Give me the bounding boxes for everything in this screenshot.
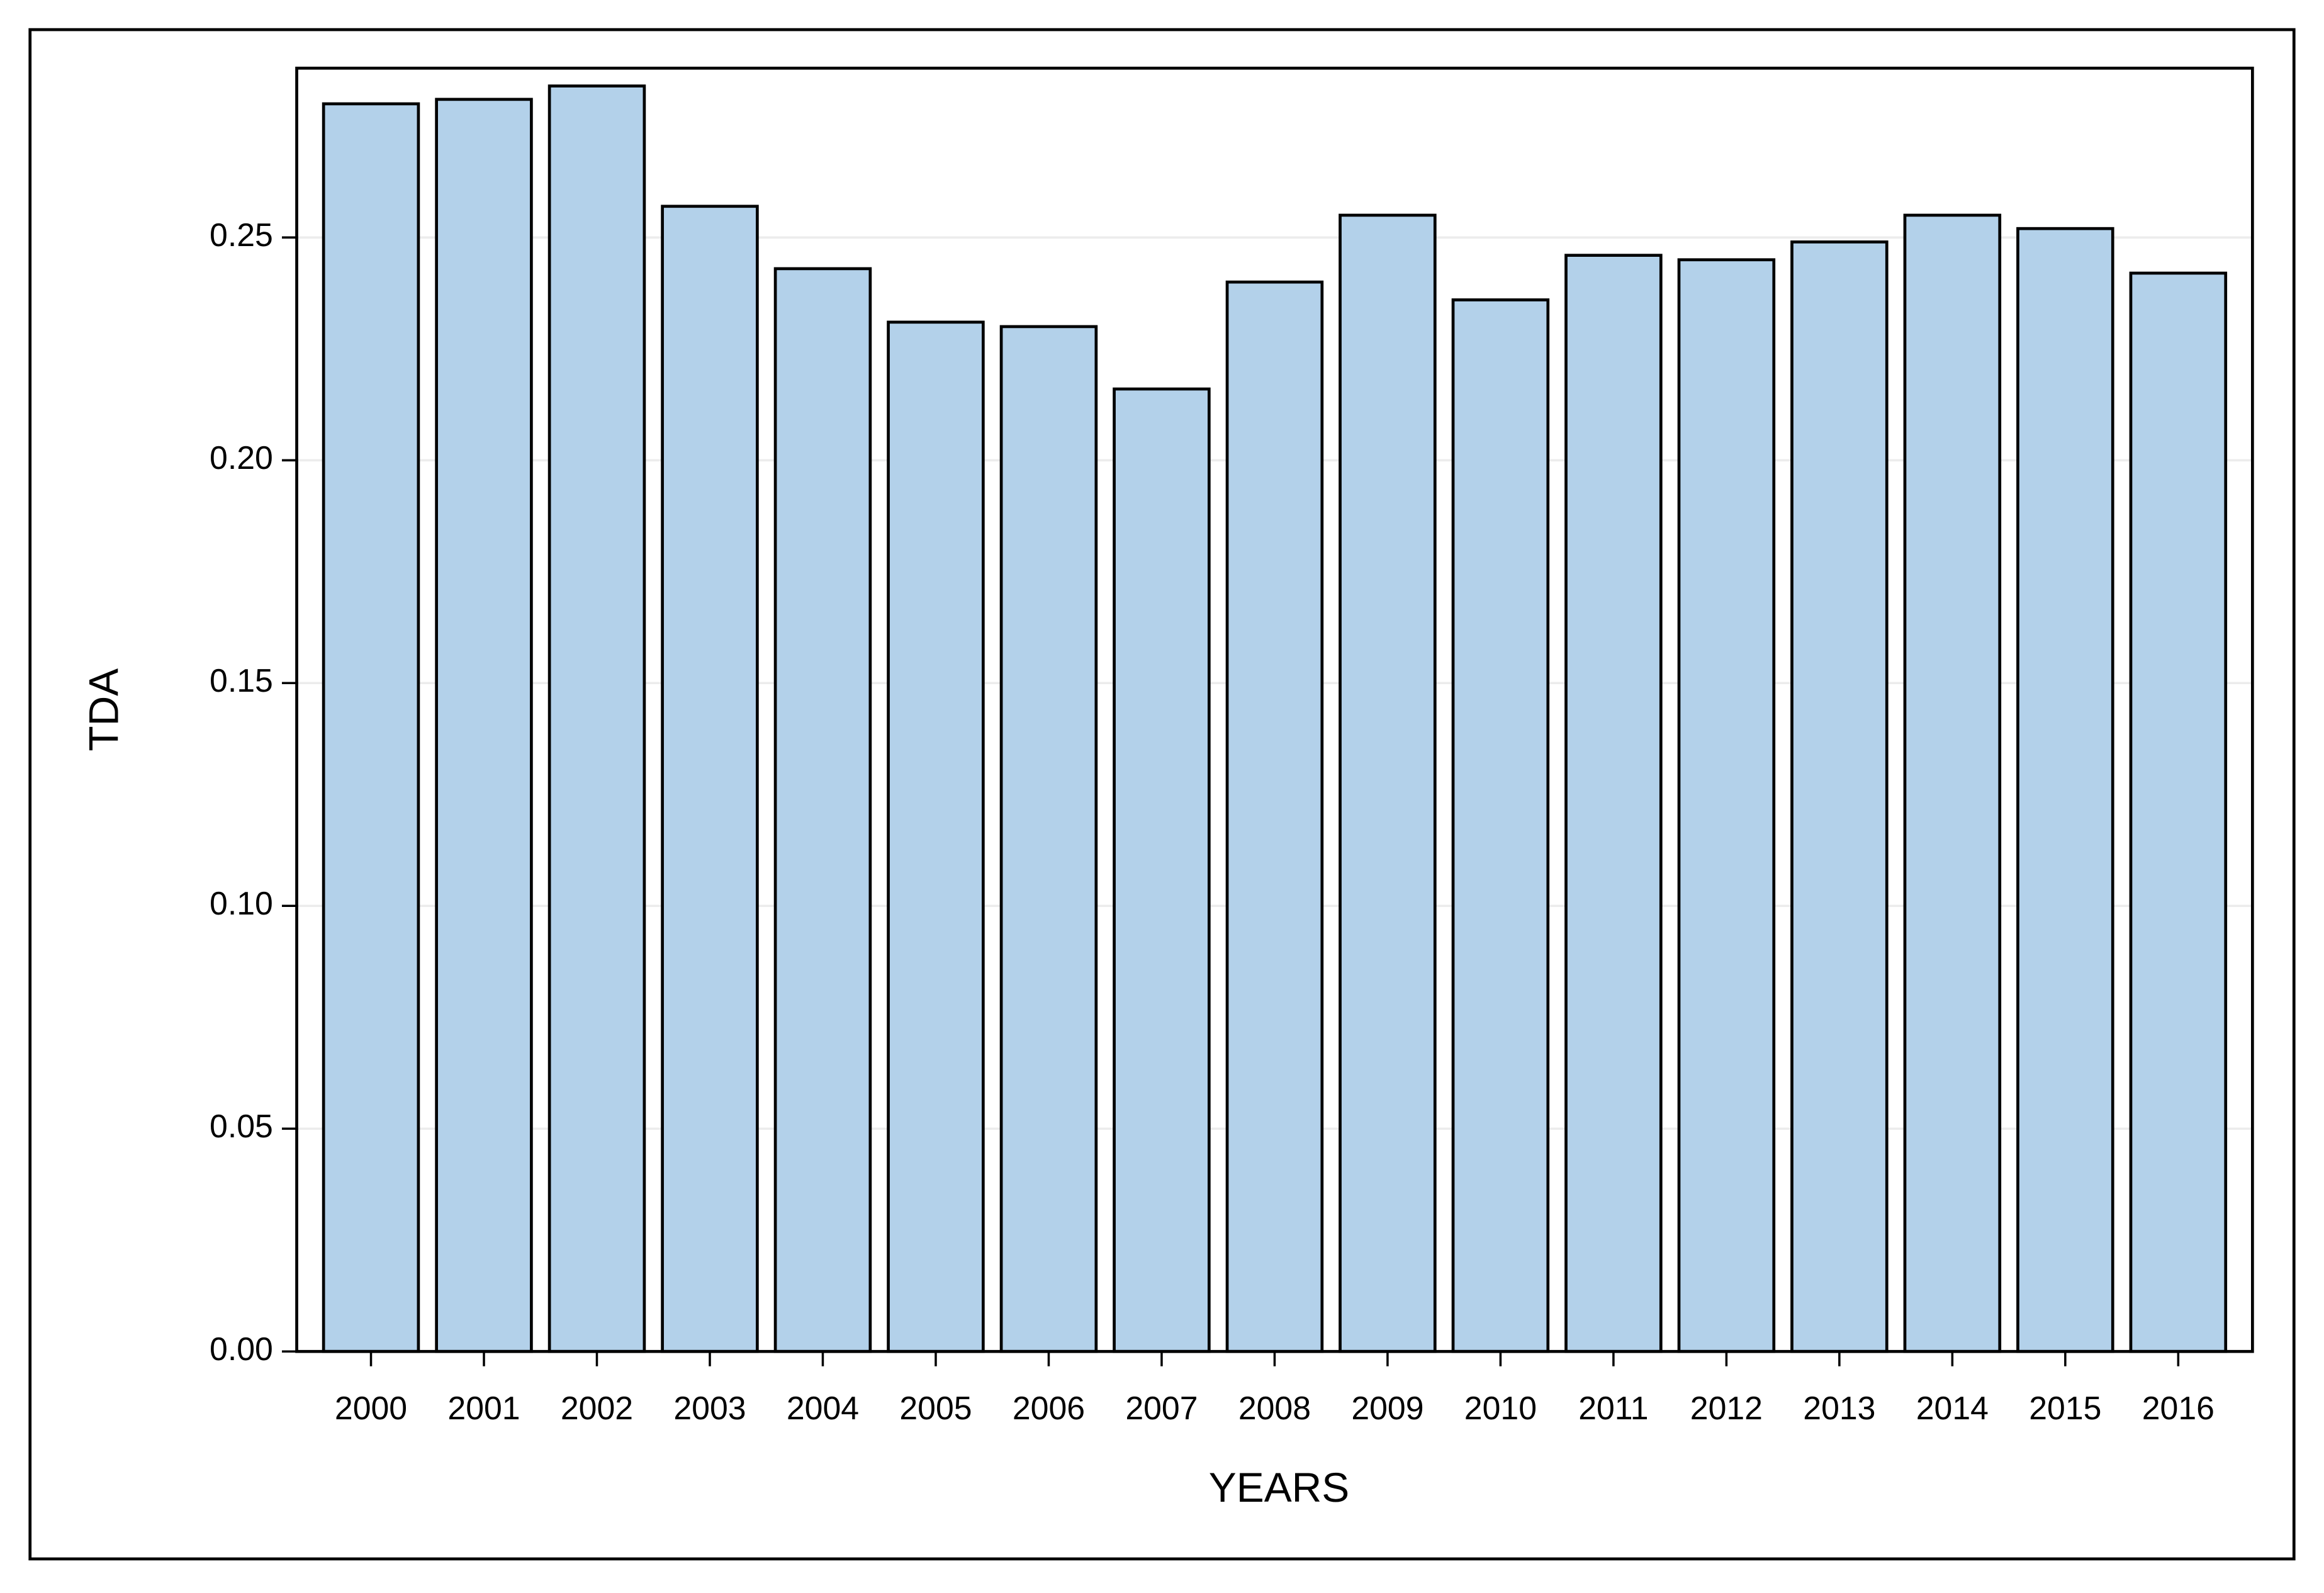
x-tick-label: 2007 bbox=[1125, 1390, 1198, 1426]
bar bbox=[887, 320, 985, 1353]
x-tick-label: 2005 bbox=[899, 1390, 972, 1426]
x-tick-label: 2016 bbox=[2142, 1390, 2215, 1426]
x-tick-label: 2000 bbox=[335, 1390, 407, 1426]
y-tick-label: 0.25 bbox=[210, 217, 273, 253]
bar bbox=[773, 267, 872, 1353]
outer-frame bbox=[28, 28, 2296, 1561]
bar bbox=[1903, 213, 2002, 1353]
x-tick-label: 2014 bbox=[1916, 1390, 1989, 1426]
x-tick-label: 2003 bbox=[673, 1390, 746, 1426]
bar bbox=[435, 98, 533, 1353]
x-tick-label: 2010 bbox=[1464, 1390, 1537, 1426]
bar bbox=[1339, 213, 1437, 1353]
x-tick-label: 2011 bbox=[1578, 1390, 1648, 1426]
x-tick-label: 2009 bbox=[1351, 1390, 1423, 1426]
x-axis-title: YEARS bbox=[1209, 1464, 1349, 1511]
bar bbox=[1677, 258, 1776, 1353]
bar bbox=[999, 325, 1098, 1353]
bar bbox=[322, 102, 420, 1353]
bar bbox=[547, 84, 646, 1353]
y-axis-title: TDA bbox=[81, 668, 127, 751]
bar bbox=[661, 205, 759, 1353]
y-tick-label: 0.00 bbox=[210, 1331, 273, 1367]
y-tick-label: 0.05 bbox=[210, 1108, 273, 1144]
bar bbox=[1225, 280, 1324, 1353]
x-tick-label: 2001 bbox=[447, 1390, 520, 1426]
x-tick-label: 2002 bbox=[561, 1390, 633, 1426]
x-tick-label: 2006 bbox=[1013, 1390, 1085, 1426]
plot-frame bbox=[295, 66, 2254, 1353]
bar bbox=[2129, 271, 2228, 1353]
y-tick-label: 0.20 bbox=[210, 439, 273, 476]
x-tick-label: 2012 bbox=[1690, 1390, 1763, 1426]
bar bbox=[1113, 387, 1211, 1353]
bar bbox=[1790, 240, 1889, 1353]
bar bbox=[1451, 298, 1550, 1353]
x-tick-label: 2008 bbox=[1238, 1390, 1311, 1426]
y-tick-label: 0.10 bbox=[210, 885, 273, 921]
x-tick-label: 2013 bbox=[1803, 1390, 1875, 1426]
bar bbox=[1564, 254, 1663, 1353]
x-tick-label: 2004 bbox=[787, 1390, 859, 1426]
bar bbox=[2016, 227, 2114, 1353]
y-tick-label: 0.15 bbox=[210, 662, 273, 699]
x-tick-label: 2015 bbox=[2029, 1390, 2101, 1426]
